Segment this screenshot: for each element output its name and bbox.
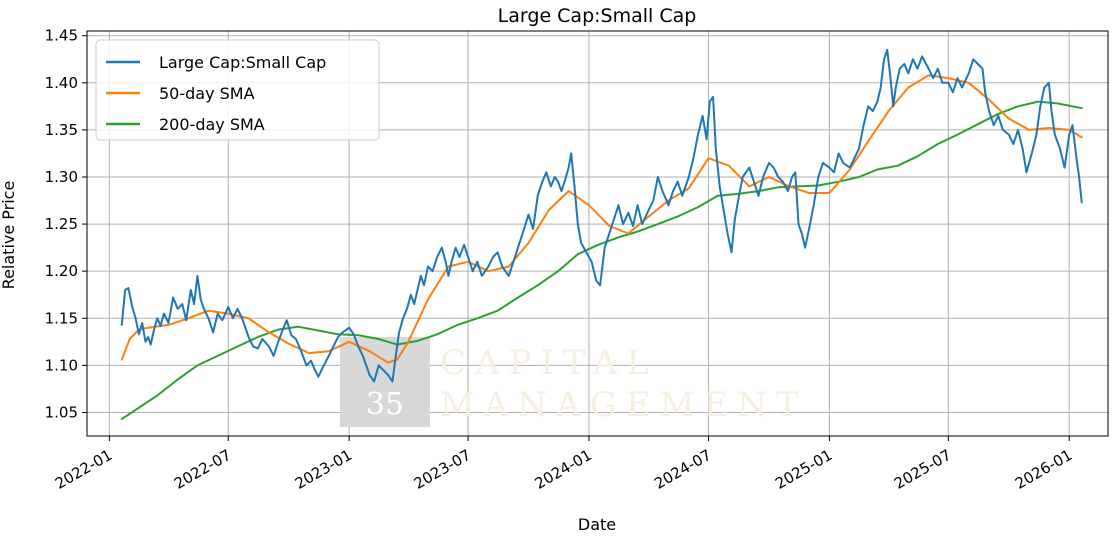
watermark-line2: MANAGEMENT: [440, 385, 808, 425]
y-tick-label: 1.30: [45, 168, 78, 186]
watermark-badge-text: 35: [366, 387, 404, 422]
y-tick-label: 1.10: [45, 356, 78, 374]
legend-label: 50-day SMA: [159, 84, 255, 103]
chart-legend: Large Cap:Small Cap 50-day SMA 200-day SMA: [95, 39, 380, 141]
series-line-200-day-sma: [120, 100, 1083, 420]
y-axis-label: Relative Price: [0, 181, 18, 290]
legend-box: [95, 39, 380, 141]
chart-title: Large Cap:Small Cap: [498, 5, 697, 27]
watermark-badge: [340, 337, 430, 427]
y-tick-label: 1.15: [45, 309, 78, 327]
y-tick-label: 1.20: [45, 262, 78, 280]
watermark-logo: 35 CAPITAL MANAGEMENT: [340, 337, 808, 427]
series-line-large-cap-small-cap: [120, 48, 1083, 383]
watermark-line1: CAPITAL: [440, 343, 658, 383]
legend-label: Large Cap:Small Cap: [159, 53, 326, 72]
y-tick-label: 1.35: [45, 121, 78, 139]
y-tick-label: 1.25: [45, 215, 78, 233]
y-tick-label: 1.40: [45, 74, 78, 92]
legend-label: 200-day SMA: [159, 115, 265, 134]
series-line-50-day-sma: [120, 74, 1083, 364]
plot-frame: [86, 30, 1109, 437]
series-group: [120, 48, 1083, 420]
y-tick-label: 1.05: [45, 403, 78, 421]
x-axis-label: Date: [578, 515, 616, 534]
y-tick-label: 1.45: [45, 27, 78, 45]
